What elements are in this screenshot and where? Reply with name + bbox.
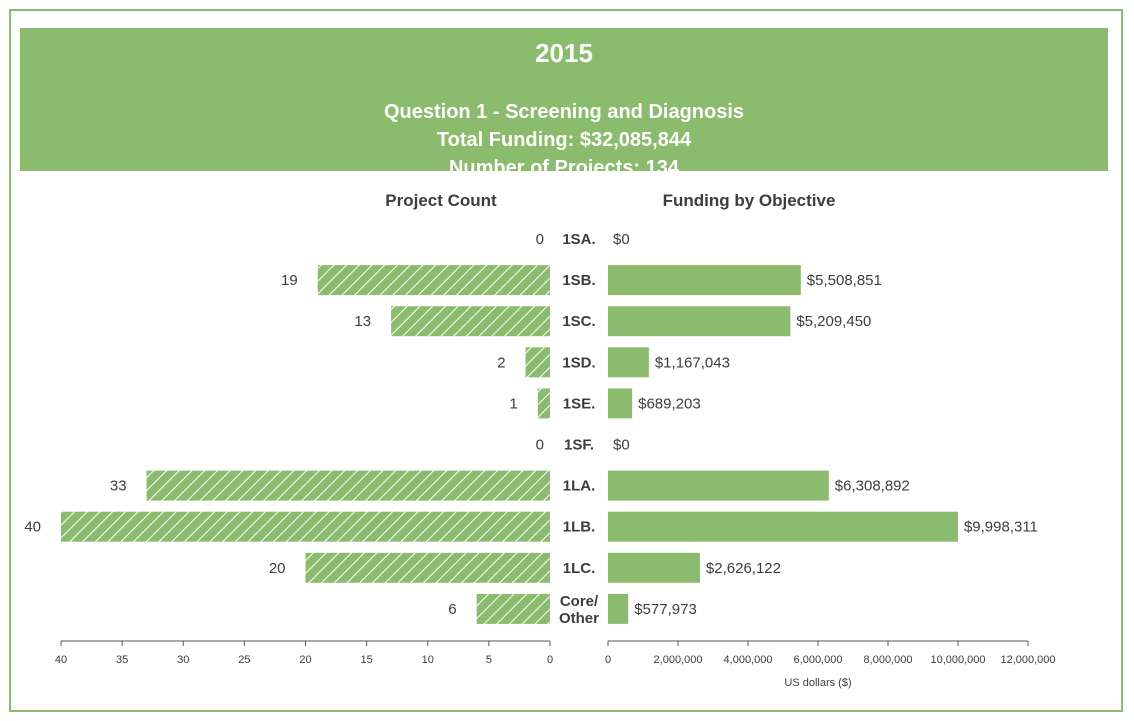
- axis-tick-label: 0: [605, 654, 611, 666]
- funding-label: $5,209,450: [796, 313, 871, 330]
- axis-tick-label: 30: [177, 654, 189, 666]
- axis-tick-label: 5: [486, 654, 492, 666]
- funding-label: $5,508,851: [807, 272, 882, 289]
- project-count-bar: [61, 511, 550, 542]
- category-label: 1LB.: [563, 519, 596, 536]
- category-labels: 1SA. 1SB. 1SC. 1SD. 1SE. 1SF. 1LA. 1LB. 1LC. Core…: [559, 231, 599, 627]
- project-count-bar: [525, 347, 550, 378]
- funding-bar: [608, 552, 700, 583]
- axis-tick-label: 10: [422, 654, 434, 666]
- funding-bar: [608, 511, 958, 542]
- funding-bar: [608, 388, 633, 419]
- axis-tick-label: 8,000,000: [864, 654, 913, 666]
- axis-tick-label: 15: [361, 654, 373, 666]
- category-label: 1SE.: [563, 395, 596, 412]
- axis-tick-label: 2,000,000: [654, 654, 703, 666]
- chart-frame: [9, 9, 1123, 712]
- axis-tick-label: 40: [55, 654, 67, 666]
- project-number: Number of Projects: 134: [448, 157, 680, 179]
- project-count-label: 40: [24, 519, 41, 536]
- project-count-bar: [537, 388, 550, 419]
- funding-label: $2,626,122: [706, 560, 781, 577]
- axis-tick-label: 25: [238, 654, 250, 666]
- axis-tick-label: 35: [116, 654, 128, 666]
- category-label: 1LC.: [563, 560, 596, 577]
- axis-tick-label: 4,000,000: [724, 654, 773, 666]
- project-count-bar: [391, 306, 550, 337]
- funding-axis-label: US dollars ($): [784, 677, 851, 689]
- funding-label: $0: [613, 437, 630, 454]
- category-label: 1LA.: [563, 478, 596, 495]
- question-title: Question 1 - Screening and Diagnosis: [383, 101, 745, 123]
- project-count-bar: [476, 593, 550, 624]
- axis-tick-label: 0: [547, 654, 553, 666]
- project-count-bar: [305, 552, 550, 583]
- funding-heading: Funding by Objective: [663, 191, 836, 210]
- project-count-label: 13: [354, 313, 371, 330]
- project-count-label: 33: [110, 478, 127, 495]
- axis-tick-label: 20: [299, 654, 311, 666]
- funding-label: $689,203: [638, 395, 701, 412]
- title-banner: 2015 Question 1 - Screening and Diagnosi…: [20, 28, 1108, 179]
- funding-bar: [608, 306, 791, 337]
- project-count-heading: Project Count: [385, 191, 497, 210]
- funding-label: $0: [613, 231, 630, 248]
- project-count-label: 1: [509, 395, 517, 412]
- funding-chart: $0 $5,508,851 $5,209,450 $1,167,043 $689,203…: [605, 231, 1056, 666]
- axis-tick-label: 10,000,000: [930, 654, 985, 666]
- axis-tick-label: 6,000,000: [794, 654, 843, 666]
- funding-bar: [608, 347, 649, 378]
- axis-tick-label: 12,000,000: [1000, 654, 1055, 666]
- category-label: 1SD.: [562, 354, 595, 371]
- project-count-label: 19: [281, 272, 298, 289]
- project-count-bar: [146, 470, 550, 501]
- category-label: 1SA.: [562, 231, 595, 248]
- project-count-label: 0: [536, 437, 544, 454]
- category-label: Core/Other: [559, 593, 599, 627]
- funding-label: $577,973: [634, 601, 697, 618]
- project-count-label: 20: [269, 560, 286, 577]
- funding-label: $9,998,311: [964, 519, 1038, 536]
- project-count-label: 0: [536, 231, 544, 248]
- total-funding: Total Funding: $32,085,844: [436, 129, 692, 151]
- funding-bar: [608, 593, 629, 624]
- funding-label: $1,167,043: [655, 354, 730, 371]
- project-count-label: 6: [448, 601, 456, 618]
- category-label: 1SB.: [562, 272, 595, 289]
- funding-bar: [608, 265, 801, 296]
- category-label: 1SC.: [562, 313, 595, 330]
- chart-year: 2015: [535, 38, 593, 68]
- funding-bar: [608, 470, 829, 501]
- project-count-bar: [317, 265, 550, 296]
- funding-label: $6,308,892: [835, 478, 910, 495]
- project-count-label: 2: [497, 354, 505, 371]
- category-label: 1SF.: [564, 437, 594, 454]
